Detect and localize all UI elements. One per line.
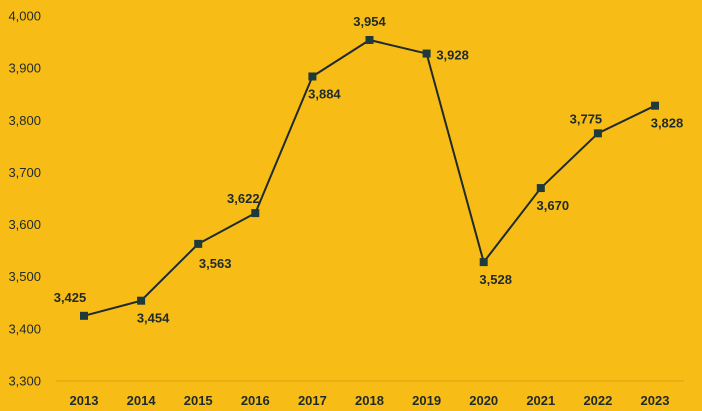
data-label: 3,454 — [137, 311, 170, 326]
x-tick-label: 2017 — [298, 393, 327, 408]
data-label: 3,775 — [570, 111, 603, 126]
y-tick-label: 3,300 — [8, 374, 41, 389]
data-label: 3,425 — [54, 290, 87, 305]
x-tick-label: 2022 — [583, 393, 612, 408]
data-point-marker — [137, 296, 146, 305]
data-label: 3,954 — [353, 14, 386, 29]
data-point-marker — [80, 311, 88, 320]
data-point-marker — [593, 129, 602, 138]
x-tick-label: 2020 — [469, 393, 498, 408]
x-tick-label: 2023 — [641, 393, 670, 408]
x-tick-label: 2015 — [184, 393, 213, 408]
x-tick-label: 2014 — [127, 393, 157, 408]
data-label: 3,563 — [199, 256, 232, 271]
data-point-markers — [80, 35, 659, 320]
x-tick-label: 2021 — [526, 393, 555, 408]
y-tick-label: 3,400 — [8, 321, 41, 336]
y-tick-label: 3,500 — [8, 269, 41, 284]
y-tick-label: 3,800 — [8, 113, 41, 128]
data-point-marker — [251, 209, 260, 218]
y-axis-tick-labels: 3,300 3,400 3,500 3,600 3,700 3,800 3,900 4,000 — [8, 9, 41, 389]
data-point-marker — [651, 101, 659, 110]
x-axis-tick-labels: 2013 2014 2015 2016 2017 2018 2019 2020 2021 2022… — [70, 393, 670, 408]
data-point-marker — [194, 239, 203, 248]
y-tick-label: 4,000 — [8, 9, 41, 24]
y-tick-label: 3,900 — [8, 61, 41, 76]
data-label: 3,670 — [537, 198, 570, 213]
x-tick-label: 2019 — [412, 393, 441, 408]
data-point-marker — [536, 184, 545, 193]
data-point-marker — [365, 35, 374, 44]
x-tick-label: 2013 — [70, 393, 99, 408]
x-tick-label: 2018 — [355, 393, 384, 408]
data-point-marker — [479, 258, 488, 267]
data-labels: 3,425 3,454 3,563 3,622 3,884 3,954 3,928 3,528… — [54, 14, 684, 326]
series-line — [83, 38, 656, 317]
y-tick-label: 3,600 — [8, 217, 41, 232]
data-label: 3,828 — [651, 116, 684, 131]
data-point-marker — [422, 49, 431, 58]
data-label: 3,622 — [227, 191, 260, 206]
y-tick-label: 3,700 — [8, 165, 41, 180]
data-label: 3,884 — [308, 86, 341, 101]
data-label: 3,528 — [479, 272, 512, 287]
data-label: 3,928 — [436, 48, 469, 63]
x-tick-label: 2016 — [241, 393, 270, 408]
data-point-marker — [308, 72, 317, 81]
